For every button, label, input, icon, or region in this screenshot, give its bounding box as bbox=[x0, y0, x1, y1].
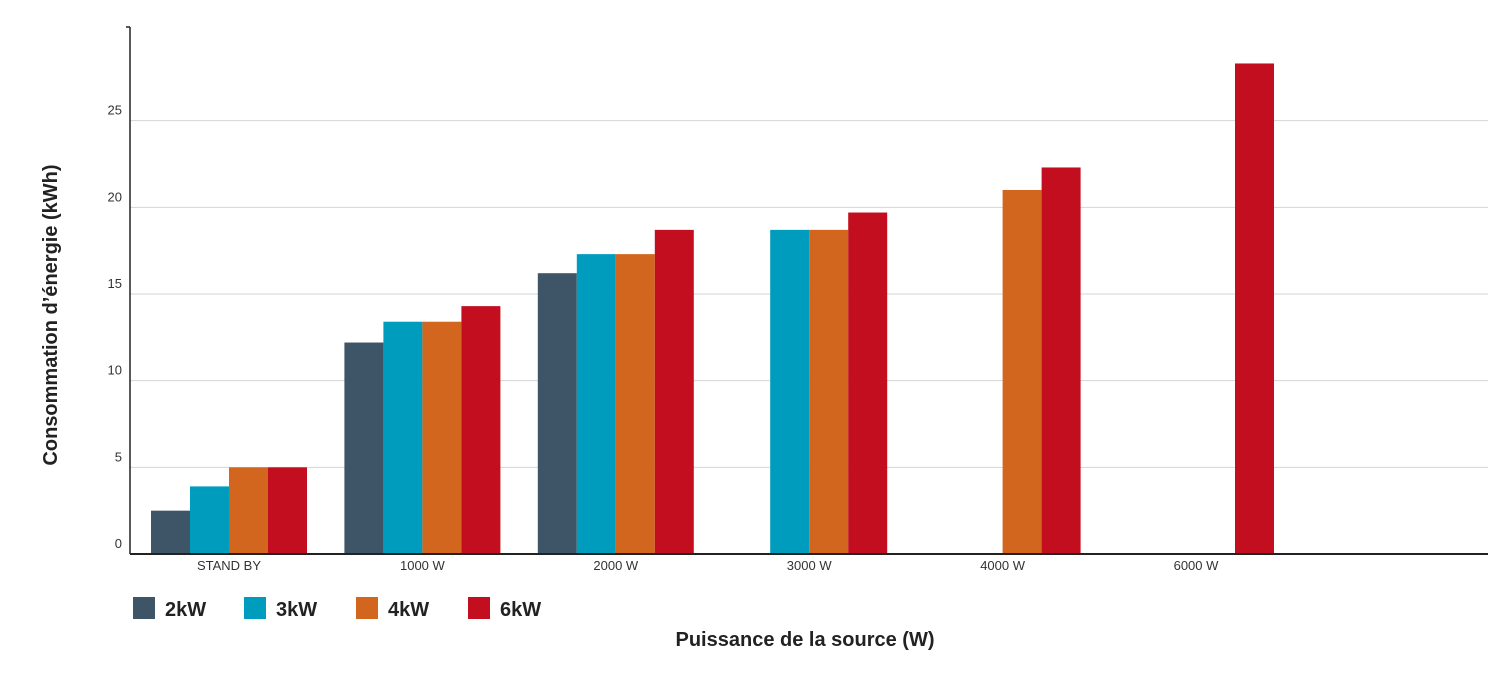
y-tick-label: 10 bbox=[108, 363, 122, 378]
x-category-label: 4000 W bbox=[980, 558, 1026, 573]
legend-label-4kW: 4kW bbox=[388, 599, 429, 621]
y-tick-label: 20 bbox=[108, 189, 122, 204]
bar-3kW bbox=[383, 321, 423, 554]
legend-swatch-6kW bbox=[468, 597, 490, 619]
x-category-label: STAND BY bbox=[197, 558, 261, 573]
bar-6kW bbox=[654, 229, 694, 554]
bar-4kW bbox=[229, 467, 268, 554]
bar-2kW bbox=[151, 510, 190, 554]
legend-swatch-4kW bbox=[356, 597, 378, 619]
legend-label-2kW: 2kW bbox=[165, 599, 206, 621]
legend-label-6kW: 6kW bbox=[500, 599, 541, 621]
bar-2kW bbox=[344, 342, 384, 554]
bar-4kW bbox=[422, 321, 462, 554]
bars bbox=[151, 63, 1274, 555]
bar-2kW bbox=[537, 273, 577, 554]
y-tick-label: 5 bbox=[115, 449, 122, 464]
bar-4kW bbox=[809, 229, 849, 554]
legend: 2kW 3kW 4kW 6kW bbox=[133, 597, 541, 621]
bar-6kW bbox=[848, 212, 888, 555]
x-category-labels: STAND BY 1000 W 2000 W 3000 W 4000 W 6000 W bbox=[197, 558, 1219, 573]
bar-6kW bbox=[268, 467, 307, 554]
x-category-label: 3000 W bbox=[787, 558, 833, 573]
legend-swatch-3kW bbox=[244, 597, 266, 619]
bar-3kW bbox=[770, 229, 810, 554]
bar-6kW bbox=[461, 306, 501, 554]
y-tick-label: 15 bbox=[108, 276, 122, 291]
y-axis-title: Consommation d’énergie (kWh) bbox=[40, 164, 62, 465]
bar-3kW bbox=[576, 254, 616, 554]
legend-swatch-2kW bbox=[133, 597, 155, 619]
x-category-label: 6000 W bbox=[1174, 558, 1220, 573]
x-axis-title: Puissance de la source (W) bbox=[676, 629, 935, 651]
bar-3kW bbox=[190, 486, 229, 554]
y-tick-label: 25 bbox=[108, 103, 122, 118]
x-category-label: 2000 W bbox=[593, 558, 639, 573]
y-tick-labels: 0 5 10 15 20 25 bbox=[108, 26, 130, 551]
bar-6kW bbox=[1235, 63, 1274, 554]
bar-6kW bbox=[1041, 167, 1081, 554]
bar-4kW bbox=[615, 254, 655, 554]
y-tick-label: 0 bbox=[115, 536, 122, 551]
bar-4kW bbox=[1002, 190, 1042, 554]
x-category-label: 1000 W bbox=[400, 558, 446, 573]
legend-label-3kW: 3kW bbox=[276, 599, 317, 621]
